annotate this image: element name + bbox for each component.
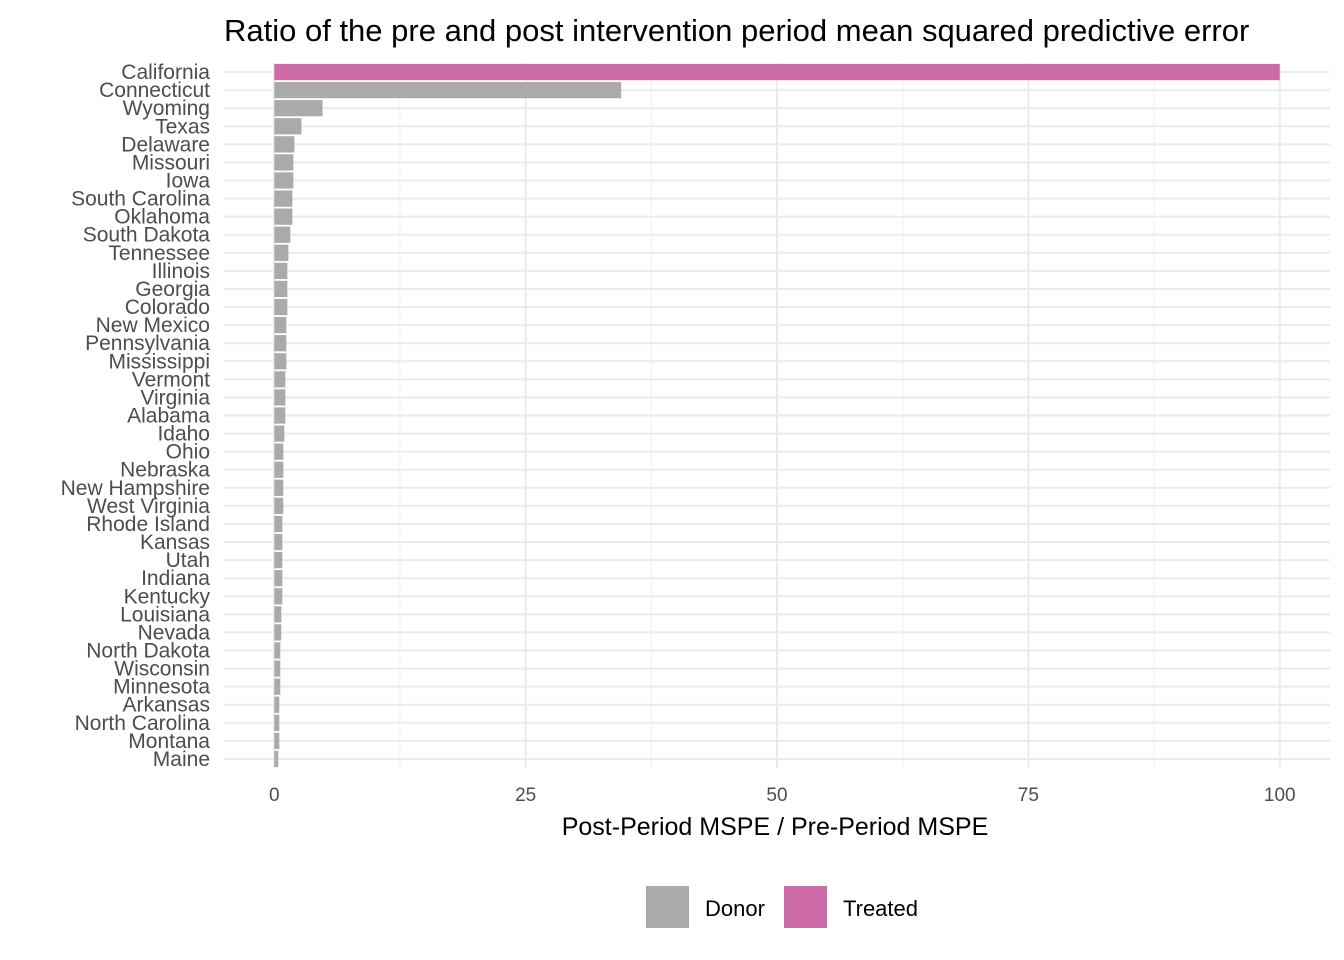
category-label: Colorado — [125, 296, 210, 319]
category-label: Montana — [128, 730, 210, 753]
category-label: Idaho — [157, 423, 210, 446]
bar-wisconsin — [274, 660, 281, 677]
bar-new-hampshire — [274, 479, 284, 496]
category-label: South Carolina — [71, 188, 210, 211]
bar-south-carolina — [274, 190, 293, 207]
category-label: North Carolina — [75, 712, 211, 735]
bar-iowa — [274, 172, 294, 189]
legend-label-treated: Treated — [843, 896, 918, 921]
category-label: Texas — [155, 115, 210, 138]
bar-colorado — [274, 298, 288, 316]
category-label: Alabama — [127, 405, 210, 428]
bar-georgia — [274, 280, 288, 298]
category-label: Tennessee — [108, 242, 210, 265]
bar-south-dakota — [274, 226, 291, 243]
category-label: Nebraska — [120, 459, 210, 482]
bar-rhode-island — [274, 515, 283, 533]
category-label: Minnesota — [113, 676, 210, 699]
category-label: New Hampshire — [61, 477, 210, 500]
x-tick-label: 25 — [515, 785, 536, 806]
bar-idaho — [274, 425, 285, 442]
legend-label-donor: Donor — [705, 896, 765, 921]
legend-swatch-donor — [646, 886, 689, 928]
legend: Donor Treated — [646, 886, 918, 928]
category-label: New Mexico — [96, 314, 210, 337]
category-label: Louisiana — [120, 603, 210, 626]
category-label: Virginia — [140, 386, 210, 409]
category-label: Indiana — [141, 567, 210, 590]
bar-texas — [274, 118, 302, 135]
category-label: Georgia — [135, 278, 210, 301]
category-label: Iowa — [166, 170, 211, 193]
category-label: Missouri — [132, 151, 210, 174]
category-label: Wyoming — [123, 97, 210, 120]
bar-illinois — [274, 262, 288, 280]
category-label: Oklahoma — [114, 206, 210, 229]
category-label: Rhode Island — [86, 513, 210, 536]
bar-virginia — [274, 389, 286, 406]
bar-alabama — [274, 407, 286, 424]
bar-new-mexico — [274, 316, 287, 334]
category-label: Arkansas — [122, 694, 210, 717]
category-label: North Dakota — [86, 640, 210, 663]
bar-wyoming — [274, 100, 323, 117]
bar-connecticut — [274, 81, 622, 99]
category-label: Connecticut — [99, 79, 210, 102]
bar-california — [274, 63, 1280, 81]
bar-kansas — [274, 533, 283, 551]
bar-west-virginia — [274, 497, 284, 515]
bar-tennessee — [274, 244, 289, 261]
bar-delaware — [274, 136, 295, 153]
bar-montana — [274, 732, 280, 750]
x-tick-label: 75 — [1018, 785, 1039, 806]
category-label: Mississippi — [108, 350, 210, 373]
bar-pennsylvania — [274, 335, 287, 352]
x-tick-label: 50 — [766, 785, 787, 806]
category-label: Utah — [166, 549, 210, 572]
category-label: Ohio — [166, 441, 210, 464]
category-label: Pennsylvania — [85, 332, 210, 355]
category-label: West Virginia — [87, 495, 210, 518]
bar-mississippi — [274, 353, 287, 370]
bar-louisiana — [274, 606, 282, 623]
x-tick-label: 0 — [269, 785, 280, 806]
category-label: Maine — [153, 748, 210, 771]
legend-swatch-treated — [784, 886, 827, 928]
x-tick-labels: 0 25 50 75 100 — [269, 785, 1296, 806]
bar-kentucky — [274, 588, 283, 605]
bar-nebraska — [274, 461, 284, 478]
bar-missouri — [274, 154, 294, 171]
bar-utah — [274, 551, 283, 569]
bar-north-dakota — [274, 642, 281, 659]
category-label: Illinois — [152, 260, 210, 283]
bar-arkansas — [274, 696, 280, 713]
x-tick-label: 100 — [1264, 785, 1296, 806]
bar-nevada — [274, 624, 282, 641]
category-labels: CaliforniaConnecticutWyomingTexasDelawar… — [61, 61, 211, 771]
chart-title: Ratio of the pre and post intervention p… — [224, 13, 1249, 48]
bar-vermont — [274, 371, 286, 388]
category-label: Kentucky — [124, 585, 211, 608]
bar-maine — [274, 750, 279, 768]
category-label: Delaware — [121, 133, 210, 156]
category-label: Wisconsin — [114, 658, 210, 681]
x-axis-title: Post-Period MSPE / Pre-Period MSPE — [562, 813, 989, 841]
category-label: Vermont — [132, 368, 210, 391]
category-label: California — [121, 61, 210, 84]
bar-oklahoma — [274, 208, 293, 225]
category-label: Nevada — [138, 621, 211, 644]
bar-ohio — [274, 443, 284, 460]
category-label: South Dakota — [83, 224, 211, 247]
category-label: Kansas — [140, 531, 210, 554]
bars — [274, 63, 1280, 768]
bar-indiana — [274, 570, 283, 587]
bar-north-carolina — [274, 714, 280, 731]
bar-minnesota — [274, 678, 281, 695]
